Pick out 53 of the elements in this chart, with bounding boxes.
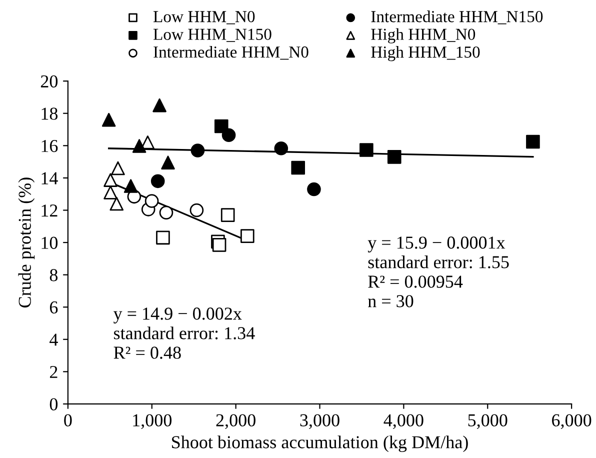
y-tick-label: 2 xyxy=(50,366,58,378)
y-tick-label: 14 xyxy=(42,172,58,184)
x-tick-label: 5,000 xyxy=(468,414,508,429)
annotation: y = 15.9 − 0.0001x standard error: 1.55 R² = 0.00954 n = 30 xyxy=(368,236,509,308)
legend-label: High HHM_N0 xyxy=(371,28,476,44)
point xyxy=(274,141,288,156)
x-axis-title: Shoot biomass accumulation (kg DM/ha) xyxy=(172,436,468,452)
x-tick-label: 0 xyxy=(64,414,72,426)
point xyxy=(159,206,174,220)
point xyxy=(291,160,306,175)
y-tick-label: 16 xyxy=(42,140,58,152)
point xyxy=(124,179,138,193)
y-tick-label: 0 xyxy=(50,398,58,410)
point xyxy=(144,194,159,208)
x-tick-label: 1,000 xyxy=(133,414,172,429)
y-axis-title: Crude protein (%) xyxy=(18,178,35,308)
legend-label: Low HHM_N150 xyxy=(153,28,272,42)
y-tick-label: 12 xyxy=(42,204,58,216)
point xyxy=(222,128,236,142)
point xyxy=(387,150,402,164)
x-tick-label: 2,000 xyxy=(216,414,256,429)
x-tick-label: 3,000 xyxy=(300,414,340,429)
legend-label: High HHM_150 xyxy=(371,46,480,62)
annotation: y = 14.9 − 0.002x standard error: 1.34 R² = 0.48 xyxy=(113,308,255,359)
point xyxy=(156,230,170,245)
x-tick-label: 6,000 xyxy=(552,414,592,429)
point xyxy=(307,182,321,196)
y-tick-label: 4 xyxy=(50,334,58,346)
point xyxy=(104,186,118,200)
point xyxy=(102,112,116,127)
point xyxy=(212,238,226,252)
y-tick-label: 6 xyxy=(50,301,58,314)
y-tick-label: 20 xyxy=(40,75,58,88)
point xyxy=(161,156,175,170)
point xyxy=(240,229,254,243)
point xyxy=(150,174,165,188)
point xyxy=(111,161,125,176)
y-tick-label: 18 xyxy=(42,108,58,120)
y-tick-label: 8 xyxy=(50,269,58,282)
point xyxy=(104,173,118,187)
point xyxy=(526,134,540,149)
y-tick-label: 10 xyxy=(42,236,58,249)
x-tick-label: 4,000 xyxy=(384,414,424,429)
legend-label: Intermediate HHM_N0 xyxy=(154,46,308,60)
point xyxy=(220,208,235,222)
legend-label: Intermediate HHM_N150 xyxy=(371,10,543,24)
point xyxy=(152,98,166,112)
point xyxy=(190,144,205,158)
point xyxy=(360,143,374,157)
legend-label: Low HHM_N0 xyxy=(153,11,255,24)
point xyxy=(110,196,124,211)
point xyxy=(132,139,146,153)
point xyxy=(190,203,204,218)
